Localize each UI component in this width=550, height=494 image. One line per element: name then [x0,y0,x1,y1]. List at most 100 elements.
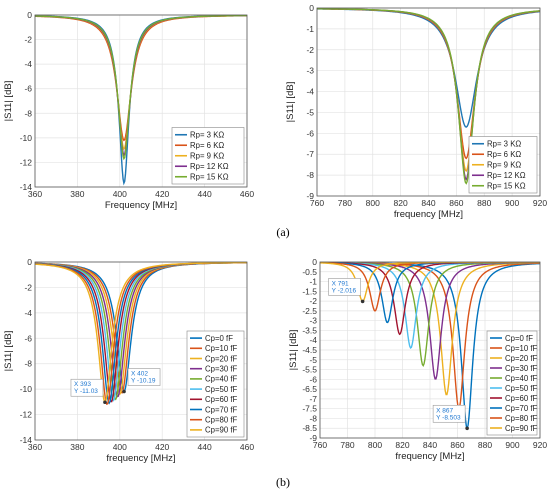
x-tick-label: 860 [449,198,463,208]
x-tick-label: 380 [70,442,84,452]
data-tip-box [127,368,161,386]
y-tick-label: 0 [27,10,32,20]
legend-label: Rp= 6 KΩ [487,150,521,159]
x-tick-label: 800 [368,440,382,450]
legend-label: Rp= 9 KΩ [190,152,224,161]
data-tip-x: X 402 [131,371,148,378]
y-tick-label: -8 [24,108,32,118]
legend-label: Cp=60 fF [205,395,238,404]
legend-label: Rp= 12 KΩ [190,162,229,171]
series-line-4 [317,8,540,185]
y-tick-label: -5.5 [302,365,317,375]
data-tip-y: Y -2.016 [332,287,357,294]
legend-label: Cp=20 fF [205,354,238,363]
legend-label: Cp=10 fF [205,344,238,353]
x-tick-label: 900 [505,440,519,450]
chart-a2: 760 780 800 820 840 860 880 900 920 0 -1 -2 -3 -4 -5 -6… [285,3,547,220]
y-tick-label: -4 [309,335,317,345]
legend-label: Rp= 15 KΩ [487,182,526,191]
y-tick-label: -7 [309,394,317,404]
legend-label: Rp= 15 KΩ [190,173,229,182]
x-tick-label: 460 [240,189,254,199]
axes-box [316,7,541,197]
y-tick-label: -12 [20,157,33,167]
y-tick-label: -14 [20,182,33,192]
x-tick-label: 440 [198,442,212,452]
legend-label: Cp=70 fF [505,404,538,413]
y-tick-label: -7 [306,149,314,159]
x-tick-label: 380 [70,189,84,199]
x-tick-label: 880 [477,198,491,208]
y-tick-label: -2 [24,282,32,292]
data-tip-marker [122,389,126,394]
legend-label: Cp=40 fF [205,375,238,384]
chart-b1: 360 380 400 420 440 460 0 -2 -4 -6 -8 -10 -12 -14 freq… [3,257,254,464]
data-tip-box [70,378,104,397]
x-tick-label: 800 [366,198,380,208]
y-tick-label: -6 [309,374,317,384]
data-tip-x: X 393 [74,381,91,388]
data-tip-y: Y -10.19 [131,378,156,385]
x-tick-label: 780 [340,440,354,450]
series-line-4 [35,15,247,161]
y-tick-label: -10 [20,133,33,143]
y-axis-label: |S11| [dB] [3,331,14,372]
legend-label: Cp=20 fF [505,354,538,363]
y-tick-label: -4 [24,308,32,318]
x-tick-label: 760 [310,198,324,208]
x-tick-label: 360 [28,442,42,452]
x-tick-label: 920 [533,198,547,208]
y-tick-label: -14 [20,435,33,445]
data-tip-y: Y -8.503 [436,414,461,421]
y-tick-label: -3 [309,316,317,326]
series-line-9 [35,262,247,404]
y-tick-label: 0 [309,3,314,13]
x-tick-label: 400 [113,189,127,199]
axes-box [34,261,248,441]
data-tip-marker [103,400,107,405]
data-tip-marker [360,299,365,304]
legend-label: Cp=0 fF [505,334,533,343]
data-tip-x: X 867 [436,407,453,414]
y-tick-label: -10 [20,384,33,394]
caption-b: (b) [276,475,290,489]
y-tick-label: -6 [306,128,314,138]
y-tick-label: 0 [312,257,317,267]
y-tick-label: -1 [306,24,314,34]
y-tick-label: -4 [24,59,32,69]
x-tick-label: 920 [533,440,547,450]
y-tick-label: -8 [309,413,317,423]
y-tick-label: -5 [309,355,317,365]
axes-box [34,14,248,188]
y-tick-label: -3 [306,66,314,76]
x-tick-label: 400 [113,442,127,452]
legend-label: Cp=70 fF [205,405,238,414]
y-tick-label: -6 [24,84,32,94]
x-axis-label: frequency [MHz] [394,209,463,220]
x-tick-label: 460 [240,442,254,452]
legend-label: Cp=90 fF [205,426,238,435]
y-tick-label: -3.5 [302,325,317,335]
y-tick-label: -9 [309,433,317,443]
y-tick-label: -6 [24,333,32,343]
y-tick-label: -1 [309,277,317,287]
x-tick-label: 840 [421,198,435,208]
y-tick-label: -2 [309,296,317,306]
caption-a: (a) [276,225,289,239]
x-tick-label: 360 [28,189,42,199]
x-tick-label: 820 [395,440,409,450]
legend-label: Cp=90 fF [505,424,538,433]
y-axis-label: |S11| [dB] [288,330,299,371]
y-tick-label: -6.5 [302,384,317,394]
y-axis-label: |S11| [dB] [285,82,296,123]
legend-label: Cp=30 fF [205,365,238,374]
x-axis-label: Frequency [MHz] [105,200,177,211]
